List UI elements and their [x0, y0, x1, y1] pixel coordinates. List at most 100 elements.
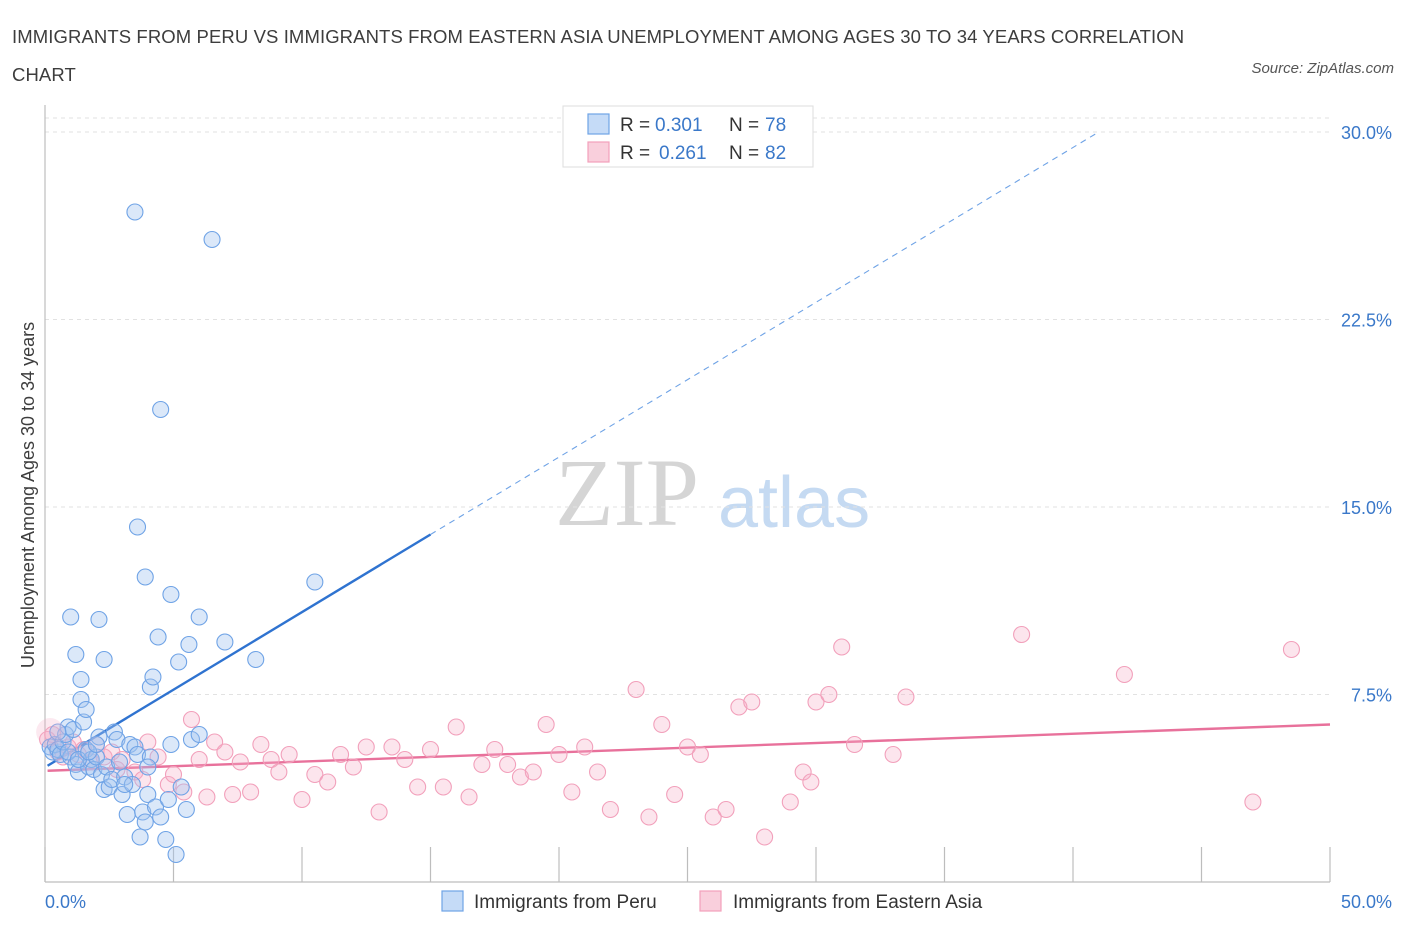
eastern-asia-point-48: [486, 740, 504, 759]
legend-peru-label: Immigrants from Peru: [474, 892, 657, 913]
peru-point-22: [98, 758, 116, 776]
eastern-asia-trend-line: [47, 723, 1331, 772]
peru-point-37: [139, 785, 157, 804]
peru-point-41: [157, 830, 175, 849]
eastern-asia-point-75: [845, 735, 864, 754]
peru-point-46: [177, 800, 195, 819]
eastern-asia-point-58: [627, 680, 645, 699]
eastern-asia-n-value: 82: [765, 143, 786, 164]
eastern-asia-point-38: [357, 738, 375, 756]
tick-labels: 7.5% 15.0% 22.5% 30.0% 0.0% 50.0%: [45, 123, 1392, 912]
y-tick-label-2: 22.5%: [1341, 311, 1392, 331]
eastern-asia-point-22: [190, 750, 208, 769]
eastern-asia-point-28: [242, 783, 260, 801]
eastern-asia-point-15: [134, 770, 152, 789]
eastern-asia-r-label: R =: [620, 143, 650, 164]
eastern-asia-point-77: [897, 688, 915, 706]
peru-point-29: [118, 805, 136, 824]
eastern-asia-point-27: [231, 753, 249, 771]
peru-trend-extension: [430, 131, 1099, 535]
x-tick-label-max: 50.0%: [1341, 892, 1392, 912]
peru-point-49: [62, 608, 80, 626]
peru-point-60: [149, 628, 167, 646]
peru-point-48: [190, 725, 208, 744]
peru-point-36: [136, 813, 154, 831]
eastern-asia-point-59: [640, 808, 658, 826]
peru-point-13: [75, 713, 93, 731]
y-axis-title: Unemployment Among Ages 30 to 34 years: [18, 322, 38, 668]
eastern-asia-point-46: [460, 788, 478, 806]
eastern-asia-point-18: [159, 775, 177, 794]
eastern-asia-point-66: [730, 698, 748, 716]
peru-point-59: [144, 668, 162, 686]
peru-point-52: [77, 700, 95, 719]
eastern-asia-point-32: [280, 745, 298, 764]
peru-point-76: [116, 775, 134, 794]
y-tick-label-1: 15.0%: [1341, 498, 1392, 518]
peru-point-26: [108, 730, 126, 749]
eastern-asia-point-69: [781, 793, 799, 811]
peru-point-64: [180, 635, 198, 654]
eastern-asia-point-44: [434, 778, 452, 796]
eastern-asia-point-76: [884, 745, 902, 764]
peru-point-51: [72, 670, 90, 689]
eastern-asia-point-50: [511, 768, 530, 786]
peru-n-label: N =: [729, 115, 759, 136]
peru-r-label: R =: [620, 115, 650, 136]
peru-point-45: [172, 778, 190, 796]
peru-point-54: [95, 650, 113, 669]
eastern-asia-point-23: [198, 788, 216, 806]
eastern-asia-point-68: [756, 828, 774, 846]
chart-title: IMMIGRANTS FROM PERU VS IMMIGRANTS FROM …: [12, 26, 1185, 85]
eastern-asia-point-72: [807, 693, 825, 711]
eastern-asia-point-35: [319, 773, 337, 791]
eastern-asia-point-47: [473, 755, 491, 774]
eastern-asia-point-80: [1244, 793, 1262, 811]
eastern-asia-point-16: [139, 733, 157, 751]
eastern-asia-point-81: [1282, 640, 1300, 659]
eastern-asia-point-65: [717, 800, 735, 819]
peru-point-58: [141, 678, 159, 696]
peru-r-value: 0.301: [655, 115, 703, 136]
eastern-asia-point-21: [182, 710, 201, 729]
peru-point-57: [136, 568, 154, 586]
peru-n-value: 78: [765, 115, 786, 136]
source-label: Source: ZipAtlas.com: [1251, 60, 1394, 77]
data-points: [36, 203, 1300, 864]
peru-point-55: [126, 203, 144, 221]
eastern-asia-point-60: [653, 715, 671, 734]
y-tick-label-3: 30.0%: [1341, 123, 1392, 143]
peru-point-75: [87, 735, 105, 754]
eastern-asia-point-56: [588, 763, 607, 781]
eastern-asia-r-value: 0.261: [659, 143, 707, 164]
eastern-asia-point-19: [164, 765, 183, 784]
peru-point-27: [113, 785, 131, 804]
eastern-asia-point-51: [524, 763, 542, 781]
peru-point-67: [216, 633, 234, 651]
eastern-asia-n-label: N =: [729, 143, 759, 164]
legend-peru-swatch: [441, 890, 464, 912]
eastern-asia-point-41: [396, 750, 414, 769]
eastern-asia-point-57: [601, 800, 619, 819]
eastern-asia-point-42: [409, 778, 427, 796]
peru-point-33: [128, 745, 147, 764]
peru-point-61: [152, 400, 170, 419]
stats-legend: R = 0.301 N = 78 R = 0.261 N = 82: [562, 105, 814, 168]
watermark-atlas: atlas: [718, 463, 870, 543]
peru-swatch: [587, 113, 610, 135]
series-legend: Immigrants from Peru Immigrants from Eas…: [441, 890, 983, 913]
peru-point-38: [141, 748, 159, 766]
peru-point-68: [247, 650, 265, 669]
axes: [44, 105, 1331, 883]
eastern-asia-point-26: [224, 785, 242, 804]
eastern-asia-point-24: [206, 733, 224, 751]
peru-point-65: [190, 608, 208, 626]
gridlines: [45, 117, 1330, 695]
peru-point-53: [90, 610, 108, 629]
legend-eastern-asia-swatch: [699, 890, 722, 912]
eastern-asia-point-71: [802, 773, 820, 791]
eastern-asia-point-45: [447, 718, 465, 736]
eastern-asia-point-36: [331, 745, 350, 764]
eastern-asia-point-74: [833, 638, 851, 656]
eastern-asia-point-61: [666, 785, 684, 804]
